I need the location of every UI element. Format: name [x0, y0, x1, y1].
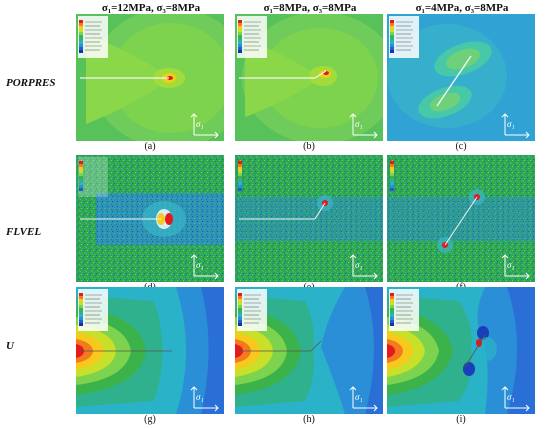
column-header-1: σ₁=12MPa, σ₃=8MPa	[101, 2, 201, 14]
caption-a: (a)	[144, 141, 156, 152]
legend-colorbar	[79, 293, 102, 326]
axis-triad	[501, 254, 530, 280]
axis-label-sigma1: σ₁	[196, 119, 204, 129]
legend-colorbar	[390, 20, 413, 53]
panel-g-u: σ₁	[76, 287, 224, 414]
row-header-porpres: PORPRES	[6, 77, 56, 89]
axis-triad	[501, 113, 530, 139]
legend-colorbar	[238, 20, 261, 53]
column-header-3: σ₁=4MPa, σ₃=8MPa	[415, 2, 509, 14]
axis-label-sigma1: σ₁	[355, 119, 363, 129]
panel-h-u: σ₁	[235, 287, 383, 414]
caption-b: (b)	[303, 141, 315, 152]
axis-triad	[349, 113, 378, 139]
caption-g: (g)	[144, 414, 156, 425]
axis-triad	[349, 254, 378, 280]
caption-h: (h)	[303, 414, 315, 425]
panel-i-u: σ₁	[387, 287, 535, 414]
legend-colorbar	[79, 20, 102, 53]
axis-label-sigma1: σ₁	[507, 119, 515, 129]
axis-label-sigma1: σ₁	[507, 392, 515, 402]
legend-colorbar	[390, 293, 413, 326]
axis-label-sigma1: σ₁	[507, 260, 515, 270]
axis-label-sigma1: σ₁	[196, 260, 204, 270]
caption-c: (c)	[455, 141, 467, 152]
axis-triad	[190, 113, 219, 139]
panel-c-porpres: σ₁	[387, 14, 535, 141]
axis-triad	[501, 386, 530, 412]
legend-colorbar	[238, 293, 261, 326]
axis-triad	[349, 386, 378, 412]
panel-d-flvel: σ₁	[76, 155, 224, 282]
panel-f-flvel: σ₁	[387, 155, 535, 282]
axis-label-sigma1: σ₁	[355, 392, 363, 402]
axis-triad	[190, 386, 219, 412]
panel-e-flvel: σ₁	[235, 155, 383, 282]
axis-label-sigma1: σ₁	[355, 260, 363, 270]
panel-b-porpres: σ₁	[235, 14, 383, 141]
row-header-flvel: FLVEL	[6, 226, 42, 238]
caption-i: (i)	[456, 414, 466, 425]
legend-colorbar	[390, 161, 394, 191]
column-header-2: σ₁=8MPa, σ₃=8MPa	[263, 2, 357, 14]
axis-triad	[190, 254, 219, 280]
panel-a-porpres: σ₁	[76, 14, 224, 141]
legend-colorbar	[79, 161, 83, 191]
axis-label-sigma1: σ₁	[196, 392, 204, 402]
legend-colorbar	[238, 161, 242, 191]
row-header-u: U	[6, 340, 14, 352]
